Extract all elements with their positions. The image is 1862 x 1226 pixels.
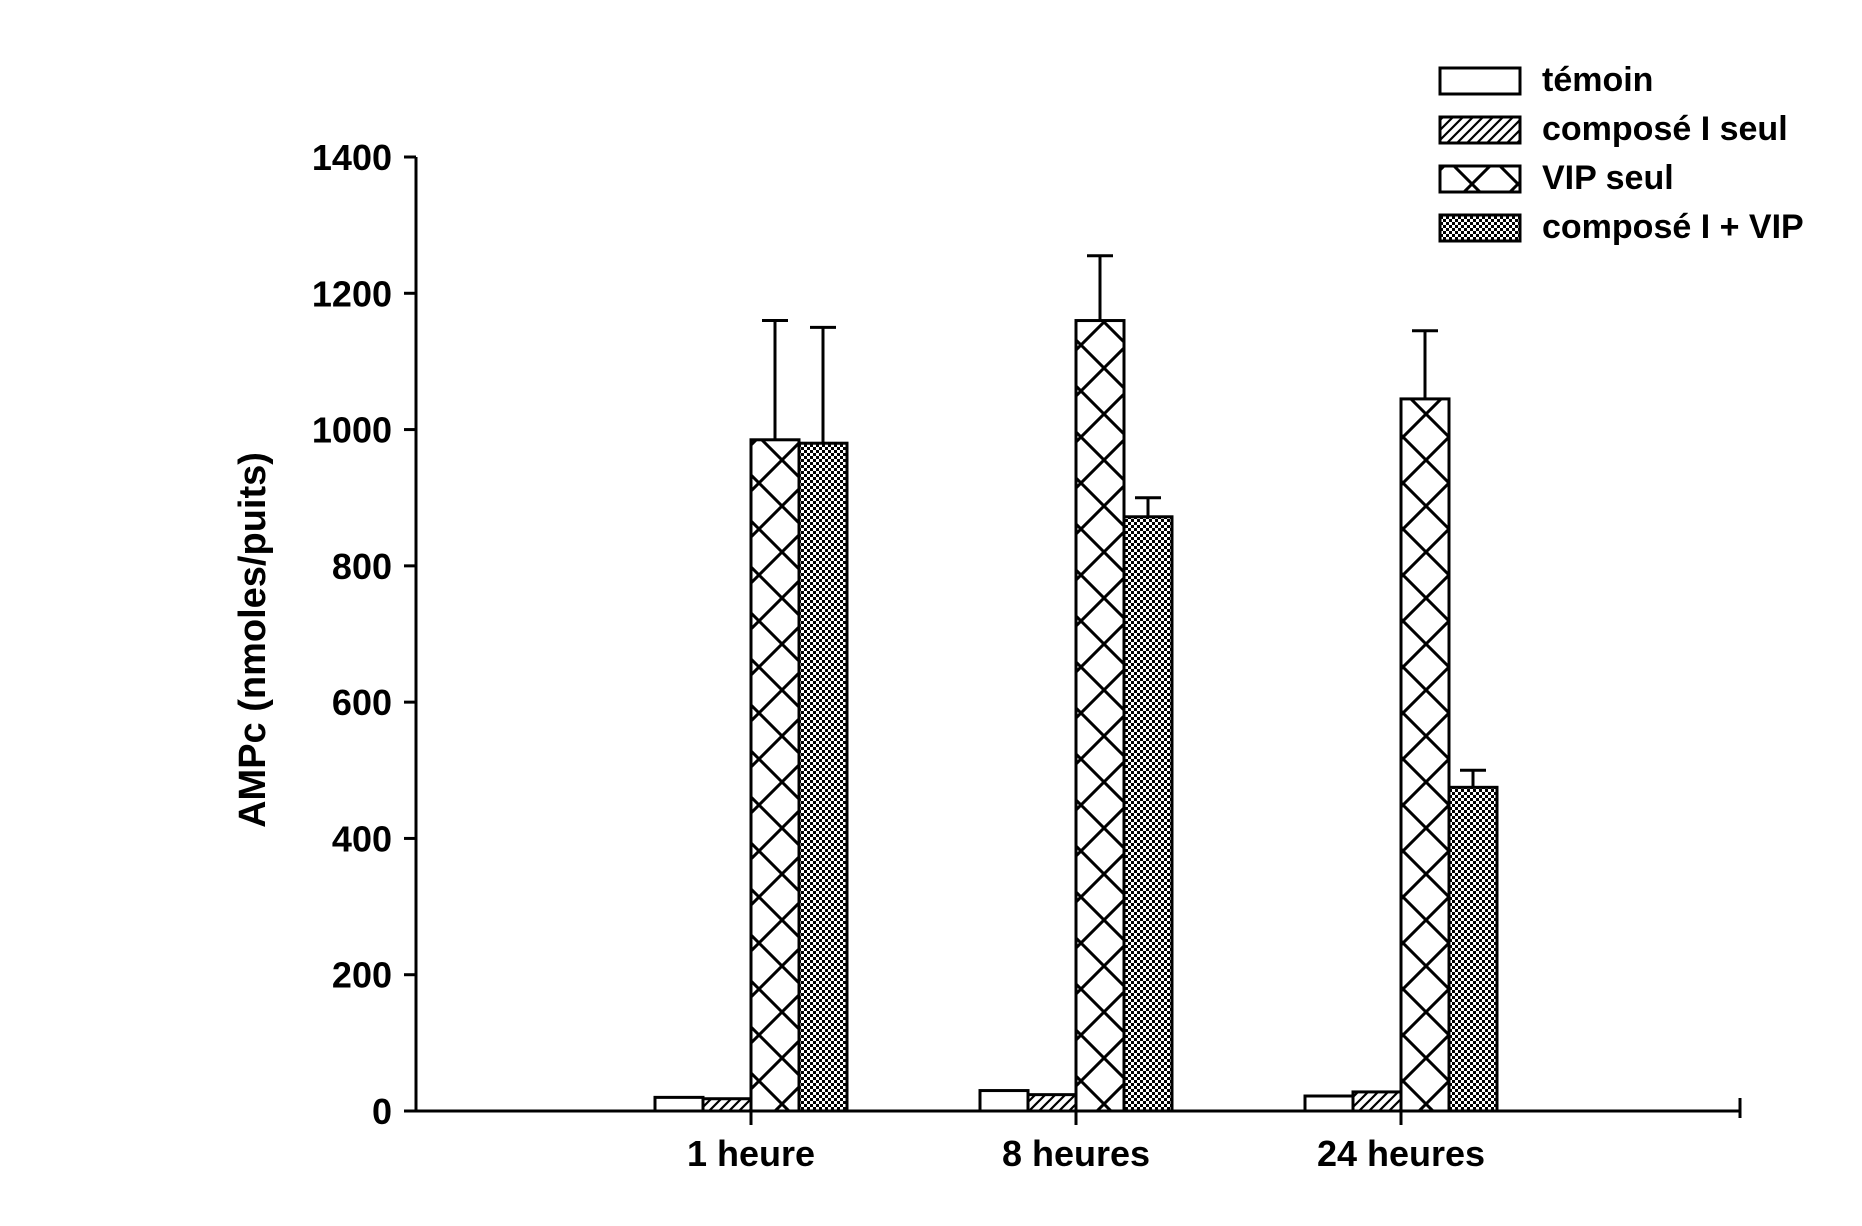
legend-label: témoin bbox=[1542, 61, 1653, 99]
bar bbox=[978, 1089, 1030, 1113]
axes: 0 200 400 600 800 1000 1200 1400 1 heure 8 heure… bbox=[312, 137, 1742, 1174]
x-tick-label: 1 heure bbox=[687, 1133, 815, 1174]
y-axis-label: AMPc (nmoles/puits) bbox=[232, 452, 274, 828]
bar bbox=[653, 1095, 705, 1113]
x-tick-label: 8 heures bbox=[1002, 1133, 1150, 1174]
y-tick-label: 1000 bbox=[312, 410, 392, 451]
x-tick-label: 24 heures bbox=[1317, 1133, 1485, 1174]
bars bbox=[653, 319, 1499, 1113]
y-tick-label: 1400 bbox=[312, 137, 392, 178]
y-ticks: 0 200 400 600 800 1000 1200 1400 bbox=[312, 137, 416, 1132]
bar bbox=[797, 441, 849, 1113]
y-tick-label: 1200 bbox=[312, 273, 392, 314]
bar bbox=[1303, 1094, 1355, 1113]
y-tick-label: 0 bbox=[372, 1091, 392, 1132]
bar bbox=[1399, 397, 1451, 1113]
bar bbox=[701, 1097, 753, 1113]
bar bbox=[1122, 515, 1174, 1113]
legend-label: VIP seul bbox=[1542, 159, 1674, 197]
bar bbox=[749, 438, 801, 1113]
x-ticks: 1 heure 8 heures 24 heures bbox=[687, 1111, 1485, 1174]
bar bbox=[1351, 1090, 1403, 1113]
legend-label: composé I + VIP bbox=[1542, 208, 1804, 246]
legend-swatch bbox=[1438, 213, 1522, 243]
y-tick-label: 800 bbox=[332, 546, 392, 587]
legend-swatch bbox=[1438, 66, 1522, 96]
error-bars bbox=[762, 254, 1486, 788]
bar bbox=[1447, 785, 1499, 1113]
legend: témoin composé I seul VIP seul composé I + … bbox=[1438, 61, 1804, 246]
y-tick-label: 600 bbox=[332, 682, 392, 723]
bar bbox=[1026, 1093, 1078, 1113]
y-tick-label: 400 bbox=[332, 818, 392, 859]
legend-label: composé I seul bbox=[1542, 110, 1788, 148]
bar bbox=[1074, 319, 1126, 1113]
legend-swatch bbox=[1438, 164, 1522, 194]
y-tick-label: 200 bbox=[332, 955, 392, 996]
legend-swatch bbox=[1438, 115, 1522, 145]
